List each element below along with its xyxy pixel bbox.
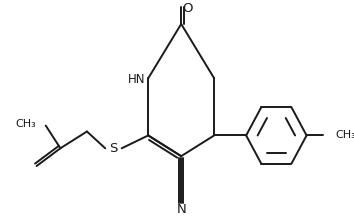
Text: CH₃: CH₃	[15, 119, 36, 129]
Text: HN: HN	[127, 73, 145, 86]
Text: O: O	[182, 2, 193, 15]
Text: S: S	[109, 142, 118, 155]
Text: CH₃: CH₃	[335, 130, 354, 140]
Text: N: N	[176, 203, 186, 216]
